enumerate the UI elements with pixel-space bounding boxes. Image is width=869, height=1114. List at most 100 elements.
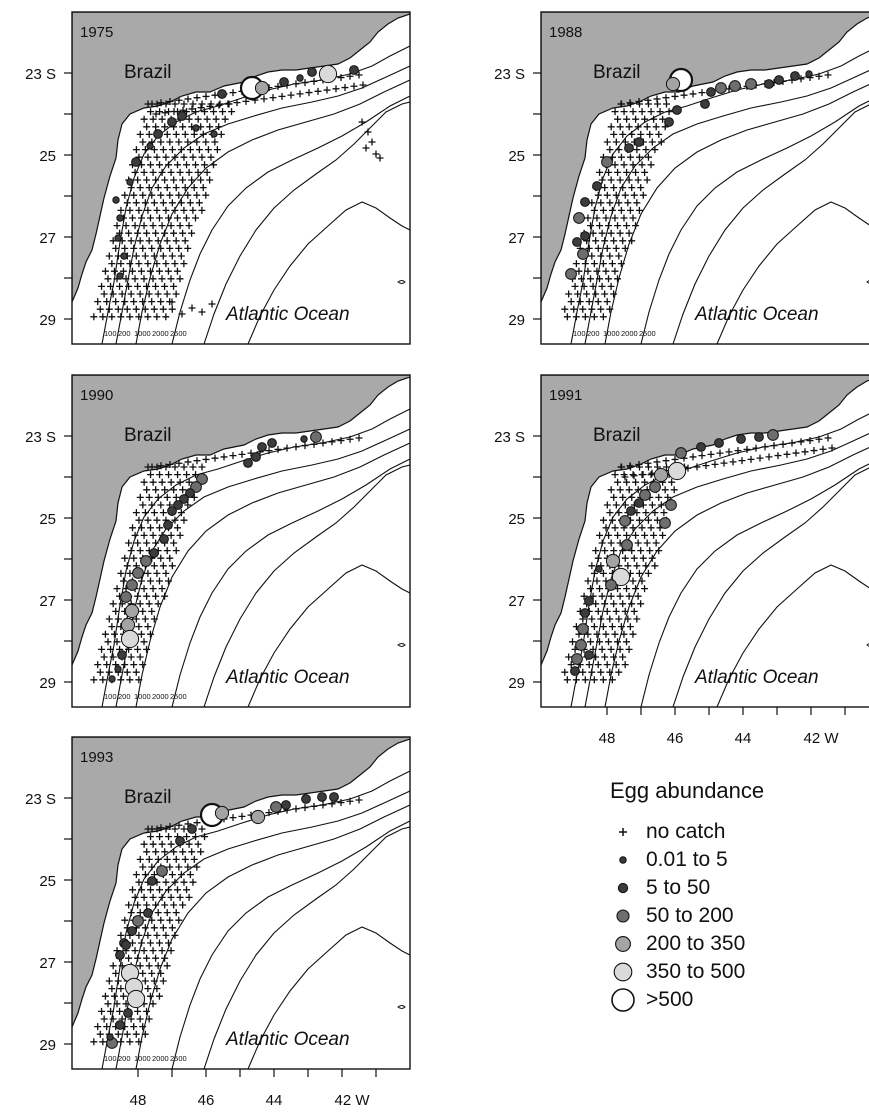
no-catch-station bbox=[98, 282, 106, 290]
no-catch-station bbox=[620, 214, 628, 222]
no-catch-station bbox=[147, 524, 155, 532]
legend: Egg abundance no catch 0.01 to 5 5 to 50 50… bbox=[608, 778, 848, 1014]
no-catch-station bbox=[143, 901, 151, 909]
no-catch-station bbox=[148, 191, 156, 199]
lat-label: 23 S bbox=[25, 66, 56, 83]
no-catch-station bbox=[229, 814, 237, 822]
no-catch-station bbox=[176, 275, 184, 283]
no-catch-station bbox=[606, 305, 614, 313]
no-catch-station bbox=[561, 668, 569, 676]
no-catch-station bbox=[301, 442, 309, 450]
no-catch-station bbox=[660, 509, 668, 517]
no-catch-station bbox=[180, 100, 188, 108]
no-catch-station bbox=[132, 146, 140, 154]
no-catch-station bbox=[652, 123, 660, 131]
no-catch-station bbox=[136, 600, 144, 608]
no-catch-station bbox=[175, 244, 183, 252]
no-catch-station bbox=[127, 290, 135, 298]
no-catch-station bbox=[615, 146, 623, 154]
egg-0-01-to-5-station bbox=[210, 130, 218, 138]
no-catch-station bbox=[158, 168, 166, 176]
egg-200-to-350-station bbox=[254, 80, 270, 96]
no-catch-station bbox=[592, 290, 600, 298]
no-catch-station bbox=[653, 458, 661, 466]
no-catch-station bbox=[623, 531, 631, 539]
no-catch-station bbox=[184, 244, 192, 252]
circle-icon bbox=[608, 930, 638, 958]
no-catch-station bbox=[587, 585, 595, 593]
no-catch-station bbox=[132, 668, 140, 676]
no-catch-station bbox=[152, 848, 160, 856]
no-catch-station bbox=[283, 444, 291, 452]
egg-50-to-200-station bbox=[577, 248, 589, 260]
no-catch-station bbox=[653, 95, 661, 103]
no-catch-station bbox=[135, 931, 143, 939]
no-catch-station bbox=[157, 462, 165, 470]
no-catch-station bbox=[190, 130, 198, 138]
no-catch-station bbox=[608, 260, 616, 268]
no-catch-station bbox=[607, 539, 615, 547]
egg-5-to-50-station bbox=[131, 157, 141, 167]
isobath-depth-label: 2000 bbox=[152, 329, 169, 338]
no-catch-station bbox=[105, 252, 113, 260]
no-catch-station bbox=[104, 1000, 112, 1008]
no-catch-station bbox=[176, 893, 184, 901]
no-catch-station bbox=[603, 244, 611, 252]
no-catch-station bbox=[140, 638, 148, 646]
no-catch-station bbox=[206, 123, 214, 131]
no-catch-station bbox=[140, 947, 148, 955]
no-catch-station bbox=[195, 199, 203, 207]
no-catch-station bbox=[563, 676, 571, 684]
isobath-line bbox=[716, 201, 869, 344]
no-catch-station bbox=[159, 924, 167, 932]
no-catch-station bbox=[610, 547, 618, 555]
isobath-depth-label: 2500 bbox=[170, 692, 187, 701]
no-catch-station bbox=[638, 524, 646, 532]
no-catch-station bbox=[646, 547, 654, 555]
no-catch-station bbox=[167, 478, 175, 486]
no-catch-station bbox=[114, 977, 122, 985]
no-catch-station bbox=[179, 901, 187, 909]
no-catch-station bbox=[166, 916, 174, 924]
no-catch-station bbox=[337, 799, 345, 807]
no-catch-station bbox=[173, 267, 181, 275]
no-catch-station bbox=[136, 1015, 144, 1023]
no-catch-station bbox=[341, 84, 349, 92]
no-catch-station bbox=[197, 176, 205, 184]
no-catch-station bbox=[670, 486, 678, 494]
no-catch-station bbox=[619, 493, 627, 501]
no-catch-station bbox=[197, 104, 205, 112]
isobath-depth-label: 100 bbox=[104, 1054, 117, 1063]
no-catch-station bbox=[199, 130, 207, 138]
no-catch-station bbox=[619, 130, 627, 138]
egg-5-to-50-station bbox=[580, 197, 590, 207]
no-catch-station bbox=[168, 305, 176, 313]
map-content bbox=[72, 737, 410, 1069]
no-catch-station bbox=[136, 493, 144, 501]
no-catch-station bbox=[148, 607, 156, 615]
no-catch-station bbox=[725, 448, 733, 456]
egg-50-to-200-station bbox=[196, 473, 208, 485]
no-catch-station bbox=[184, 501, 192, 509]
no-catch-station bbox=[664, 493, 672, 501]
legend-item: 5 to 50 bbox=[608, 874, 848, 902]
egg-5-to-50-station bbox=[634, 498, 644, 508]
no-catch-station bbox=[747, 455, 755, 463]
no-catch-station bbox=[135, 878, 143, 886]
no-catch-station bbox=[198, 153, 206, 161]
no-catch-station bbox=[146, 267, 154, 275]
egg-50-to-200-station bbox=[126, 579, 138, 591]
lon-label: 42 W bbox=[334, 1092, 370, 1109]
no-catch-station bbox=[146, 992, 154, 1000]
egg-0-01-to-5-station bbox=[112, 196, 120, 204]
egg-5-to-50-station bbox=[307, 67, 317, 77]
no-catch-station bbox=[131, 947, 139, 955]
no-catch-station bbox=[157, 501, 165, 509]
no-catch-station bbox=[174, 886, 182, 894]
no-catch-station bbox=[149, 947, 157, 955]
legend-item-label: >500 bbox=[646, 988, 694, 1011]
no-catch-station bbox=[100, 653, 108, 661]
no-catch-station bbox=[149, 115, 157, 123]
no-catch-station bbox=[192, 108, 200, 116]
no-catch-station bbox=[362, 144, 370, 152]
